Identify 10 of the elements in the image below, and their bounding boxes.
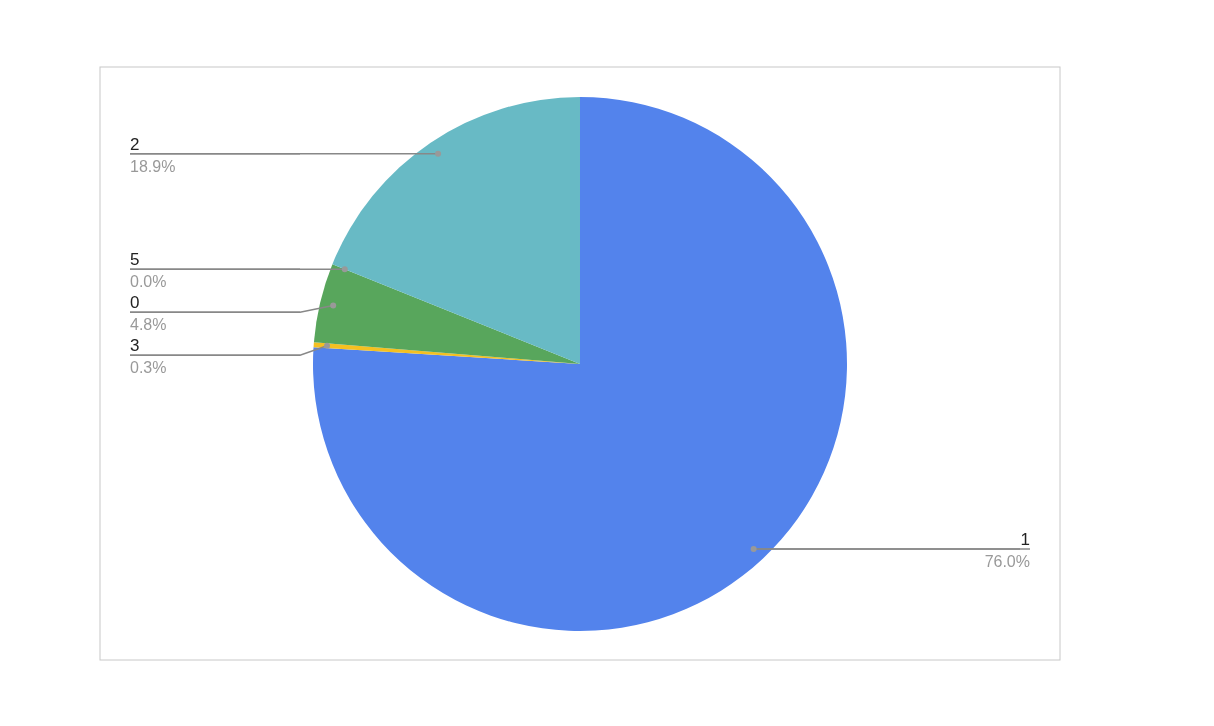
slice-label: 3 <box>130 336 140 356</box>
category-label: 5 <box>130 250 140 270</box>
data-label: 76.0% <box>984 552 1030 570</box>
text: 0.0% <box>130 273 167 291</box>
slice-label: 0 <box>130 293 140 313</box>
data-label: 0.3% <box>130 359 167 377</box>
data-label: 18.9% <box>130 157 176 175</box>
slice-label: 2 <box>130 134 140 154</box>
slice-label: 1 <box>1020 529 1030 549</box>
data-label: 4.8% <box>130 316 167 334</box>
